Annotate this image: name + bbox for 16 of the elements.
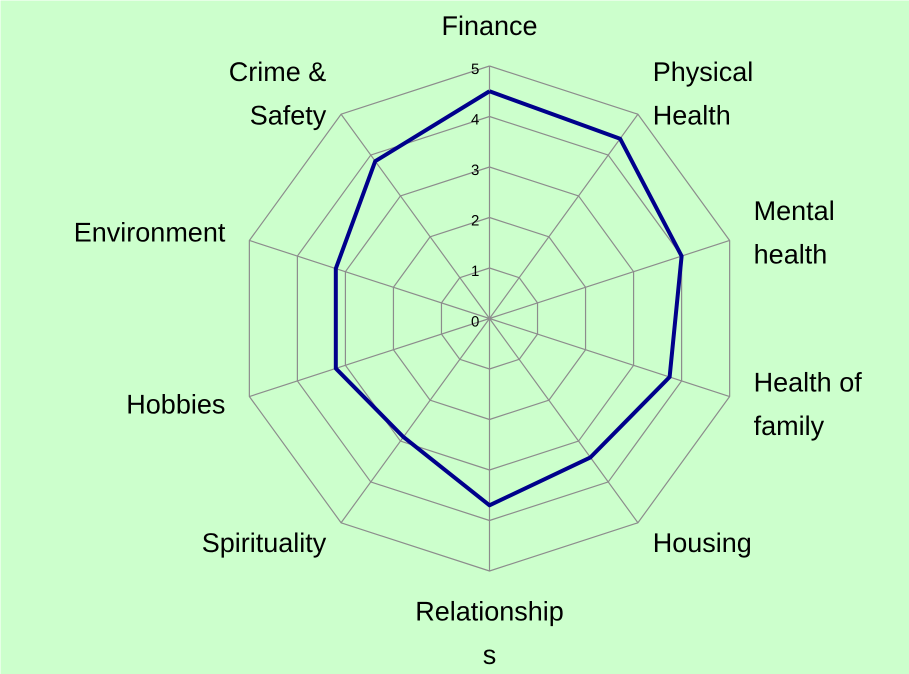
spoke-label: Physical Health	[652, 57, 754, 131]
y-tick-label: 3	[471, 162, 480, 180]
y-tick-label: 4	[471, 112, 480, 129]
y-tick-label: 5	[471, 61, 480, 78]
spoke-label: Relationship s	[415, 596, 564, 670]
spoke-label: Health of family	[754, 368, 862, 442]
y-tick-label: 1	[471, 263, 480, 280]
spoke-label: Hobbies	[126, 389, 226, 420]
spoke-label: Finance	[441, 10, 538, 41]
y-tick-label: 0	[471, 314, 480, 331]
spoke-label: Spirituality	[202, 528, 327, 558]
spoke-label: Crime & Safety	[228, 57, 327, 131]
y-tick-label: 2	[471, 212, 480, 230]
spoke-label: Housing	[652, 528, 752, 558]
spoke-label: Environment	[74, 218, 226, 248]
spoke-label: Mental health	[754, 196, 835, 270]
